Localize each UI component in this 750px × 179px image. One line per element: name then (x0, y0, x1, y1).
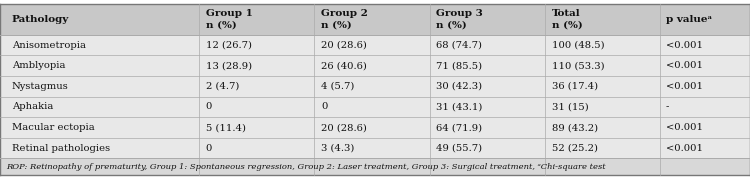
Text: 110 (53.3): 110 (53.3) (552, 61, 604, 70)
Text: 100 (48.5): 100 (48.5) (552, 41, 604, 50)
Text: Group 2
n (%): Group 2 n (%) (321, 9, 368, 29)
Text: 71 (85.5): 71 (85.5) (436, 61, 482, 70)
Text: 5 (11.4): 5 (11.4) (206, 123, 246, 132)
Text: Group 3
n (%): Group 3 n (%) (436, 9, 483, 29)
Text: 12 (26.7): 12 (26.7) (206, 41, 252, 50)
Text: 2 (4.7): 2 (4.7) (206, 82, 239, 91)
Text: 4 (5.7): 4 (5.7) (321, 82, 355, 91)
Text: <0.001: <0.001 (666, 82, 703, 91)
Bar (0, 158, 750, 175)
Text: <0.001: <0.001 (666, 123, 703, 132)
Text: 13 (28.9): 13 (28.9) (206, 61, 252, 70)
Text: 36 (17.4): 36 (17.4) (552, 82, 598, 91)
Text: 3 (4.3): 3 (4.3) (321, 144, 355, 153)
Text: 30 (42.3): 30 (42.3) (436, 82, 482, 91)
Text: 64 (71.9): 64 (71.9) (436, 123, 482, 132)
Text: <0.001: <0.001 (666, 41, 703, 50)
Text: 52 (25.2): 52 (25.2) (552, 144, 598, 153)
Text: 68 (74.7): 68 (74.7) (436, 41, 482, 50)
Text: Retinal pathologies: Retinal pathologies (12, 144, 110, 153)
Text: Total
n (%): Total n (%) (552, 9, 583, 29)
Text: 26 (40.6): 26 (40.6) (321, 61, 367, 70)
Text: Nystagmus: Nystagmus (12, 82, 69, 91)
Text: Macular ectopia: Macular ectopia (12, 123, 94, 132)
Text: Anisometropia: Anisometropia (12, 41, 86, 50)
Text: 31 (43.1): 31 (43.1) (436, 102, 483, 112)
Text: 89 (43.2): 89 (43.2) (552, 123, 598, 132)
Text: -: - (666, 102, 669, 112)
Text: Pathology: Pathology (12, 15, 69, 24)
Text: <0.001: <0.001 (666, 61, 703, 70)
Text: Aphakia: Aphakia (12, 102, 53, 112)
Text: 20 (28.6): 20 (28.6) (321, 41, 367, 50)
Text: 0: 0 (321, 102, 328, 112)
Text: ROP: Retinopathy of prematurity, Group 1: Spontaneous regression, Group 2: Laser: ROP: Retinopathy of prematurity, Group 1… (6, 163, 606, 171)
Text: 20 (28.6): 20 (28.6) (321, 123, 367, 132)
Text: Amblyopia: Amblyopia (12, 61, 65, 70)
Text: <0.001: <0.001 (666, 144, 703, 153)
Text: 31 (15): 31 (15) (552, 102, 589, 112)
Text: 0: 0 (206, 144, 212, 153)
Text: 49 (55.7): 49 (55.7) (436, 144, 482, 153)
Text: Group 1
n (%): Group 1 n (%) (206, 9, 253, 29)
Text: 0: 0 (206, 102, 212, 112)
Text: p valueᵃ: p valueᵃ (666, 15, 712, 24)
Bar (0, 4, 750, 35)
